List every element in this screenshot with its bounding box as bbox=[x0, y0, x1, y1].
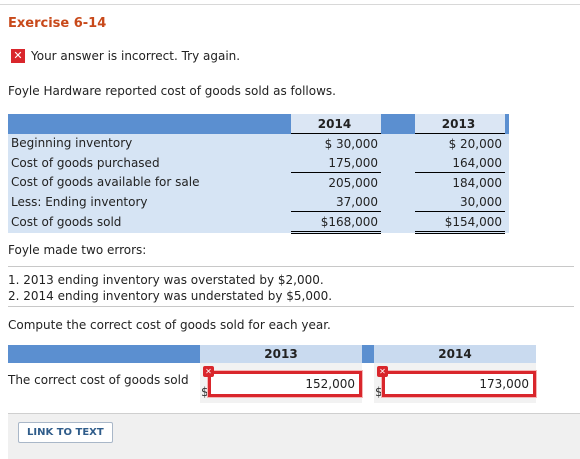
cogs-table: 2014 2013 Beginning inventory $ 30,000 $… bbox=[8, 114, 509, 234]
link-to-text-button[interactable]: LINK TO TEXT bbox=[18, 422, 113, 443]
errors-intro: Foyle made two errors: bbox=[8, 243, 147, 257]
error-x-icon: ✕ bbox=[11, 49, 25, 63]
error-x-icon: ✕ bbox=[203, 366, 214, 377]
error-item-2: 2. 2014 ending inventory was understated… bbox=[8, 289, 333, 303]
currency-symbol: $ bbox=[201, 385, 209, 399]
table-header-row: 2014 2013 bbox=[8, 114, 509, 134]
currency-symbol: $ bbox=[375, 385, 383, 399]
answer-row-label: The correct cost of goods sold bbox=[8, 373, 189, 387]
divider bbox=[8, 306, 574, 307]
cogs-2013-input[interactable]: 152,000 bbox=[208, 371, 362, 397]
footer-bar: LINK TO TEXT bbox=[8, 413, 580, 459]
header-2014: 2014 bbox=[291, 114, 381, 134]
error-item-1: 1. 2013 ending inventory was overstated … bbox=[8, 273, 324, 287]
answer-header-2014: 2014 bbox=[374, 345, 536, 363]
answer-header-2013: 2013 bbox=[200, 345, 362, 363]
table-row: Cost of goods available for sale 205,000… bbox=[8, 172, 509, 192]
cogs-2014-input[interactable]: 173,000 bbox=[382, 371, 536, 397]
table-row: Cost of goods sold $168,000 $154,000 bbox=[8, 211, 509, 234]
error-x-icon: ✕ bbox=[377, 366, 388, 377]
table-row: Less: Ending inventory 37,000 30,000 bbox=[8, 192, 509, 212]
error-message: Your answer is incorrect. Try again. bbox=[31, 49, 241, 63]
top-divider bbox=[0, 4, 580, 5]
header-2013: 2013 bbox=[415, 114, 505, 134]
table-row: Beginning inventory $ 30,000 $ 20,000 bbox=[8, 133, 509, 153]
error-notice: ✕ Your answer is incorrect. Try again. bbox=[11, 49, 240, 63]
prompt-text: Compute the correct cost of goods sold f… bbox=[8, 318, 331, 332]
divider bbox=[8, 266, 574, 267]
intro-text: Foyle Hardware reported cost of goods so… bbox=[8, 84, 336, 98]
table-row: Cost of goods purchased 175,000 164,000 bbox=[8, 153, 509, 173]
exercise-title: Exercise 6-14 bbox=[8, 16, 107, 31]
